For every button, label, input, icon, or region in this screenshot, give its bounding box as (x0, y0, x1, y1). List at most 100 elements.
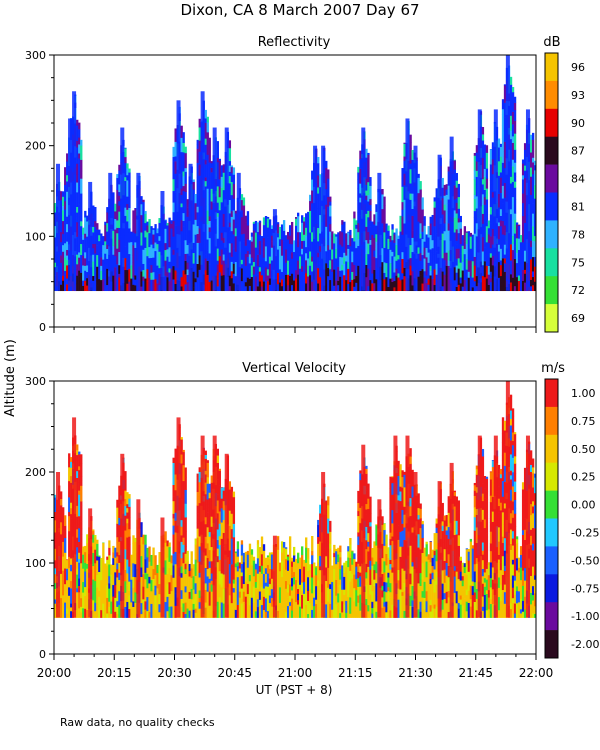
heat-cell (254, 569, 258, 582)
heat-cell (250, 591, 254, 598)
heat-cell (112, 266, 115, 276)
heat-cell (216, 462, 219, 471)
heat-cell (54, 494, 57, 498)
heat-cell (359, 183, 362, 194)
heat-cell (234, 551, 238, 554)
heat-cell (218, 209, 221, 226)
heat-cell (146, 281, 149, 292)
heat-cell (228, 569, 232, 584)
heat-cell (441, 197, 444, 215)
heat-cell (142, 573, 145, 587)
heat-cell (220, 487, 223, 499)
heat-cell (385, 276, 388, 292)
heat-cell (349, 553, 352, 559)
heat-cell (307, 558, 310, 572)
heat-cell (166, 573, 169, 585)
heat-cell (104, 609, 107, 618)
heat-cell (64, 232, 67, 244)
heat-cell (533, 170, 536, 186)
heat-cell (335, 236, 338, 249)
heat-cell (210, 252, 213, 267)
heat-cell (190, 588, 193, 600)
heat-cell (78, 158, 81, 175)
heat-cell (367, 285, 370, 292)
heat-cell (499, 177, 503, 194)
heat-cell (110, 601, 113, 614)
heat-cell (250, 265, 254, 278)
heat-cell (387, 590, 390, 602)
heat-cell (357, 595, 360, 603)
heat-cell (403, 492, 406, 507)
heat-cell (319, 251, 322, 262)
heat-cell (503, 182, 507, 198)
heat-cell (114, 203, 117, 212)
heat-cell (126, 551, 129, 560)
heat-cell (204, 144, 207, 161)
heat-cell (513, 172, 517, 177)
heat-cell (66, 278, 69, 285)
heat-cell (130, 579, 133, 590)
heat-cell (417, 588, 420, 605)
heat-cell (218, 179, 221, 187)
heat-cell (170, 611, 173, 618)
heat-cell (140, 541, 143, 557)
heat-cell (164, 242, 167, 251)
heat-cell (401, 560, 404, 569)
heat-cell (481, 223, 485, 238)
heat-cell (367, 201, 370, 211)
heat-cell (182, 190, 185, 201)
heat-cell (86, 550, 89, 564)
heat-cell (64, 583, 67, 594)
heat-cell (371, 244, 374, 260)
heat-cell (369, 239, 372, 245)
heat-cell (228, 481, 232, 490)
heat-cell (329, 268, 332, 274)
heat-cell (182, 212, 185, 221)
heat-cell (76, 125, 79, 141)
heat-cell (375, 572, 378, 584)
heat-cell (174, 128, 177, 132)
heat-cell (134, 602, 137, 618)
heat-cell (409, 468, 412, 485)
heat-cell (411, 169, 414, 181)
heat-cell (417, 572, 420, 584)
heat-cell (292, 546, 296, 556)
heat-cell (146, 221, 149, 226)
heat-cell (240, 234, 244, 245)
heat-cell (499, 146, 503, 157)
heat-cell (497, 225, 501, 240)
heat-cell (124, 147, 127, 149)
heat-cell (301, 276, 304, 292)
heat-cell (142, 276, 145, 281)
heat-cell (246, 250, 250, 257)
heat-cell (168, 234, 171, 248)
heat-cell (228, 510, 232, 526)
heat-cell (335, 579, 338, 596)
plume-mark (525, 109, 530, 291)
heat-cell (60, 522, 63, 530)
heat-cell (64, 263, 67, 271)
heat-cell (240, 210, 244, 218)
heat-cell (170, 574, 173, 592)
heat-cell (445, 205, 448, 222)
heat-cell (359, 610, 362, 618)
heat-cell (228, 160, 232, 166)
heat-cell (116, 276, 119, 292)
heat-cell (210, 546, 213, 562)
heat-cell (206, 462, 209, 478)
heat-cell (425, 234, 428, 239)
heat-cell (78, 477, 81, 483)
heat-cell (174, 489, 177, 499)
heat-cell (196, 476, 199, 493)
heat-cell (134, 279, 137, 286)
heat-cell (228, 606, 232, 618)
x-axis-label: UT (PST + 8) (256, 683, 333, 697)
heat-cell (102, 554, 105, 561)
heat-cell (152, 613, 155, 618)
heat-cell (196, 182, 199, 195)
heat-cell (503, 230, 507, 236)
heat-cell (491, 228, 495, 245)
heat-cell (453, 160, 456, 170)
heat-cell (327, 572, 330, 588)
heat-cell (158, 251, 161, 264)
